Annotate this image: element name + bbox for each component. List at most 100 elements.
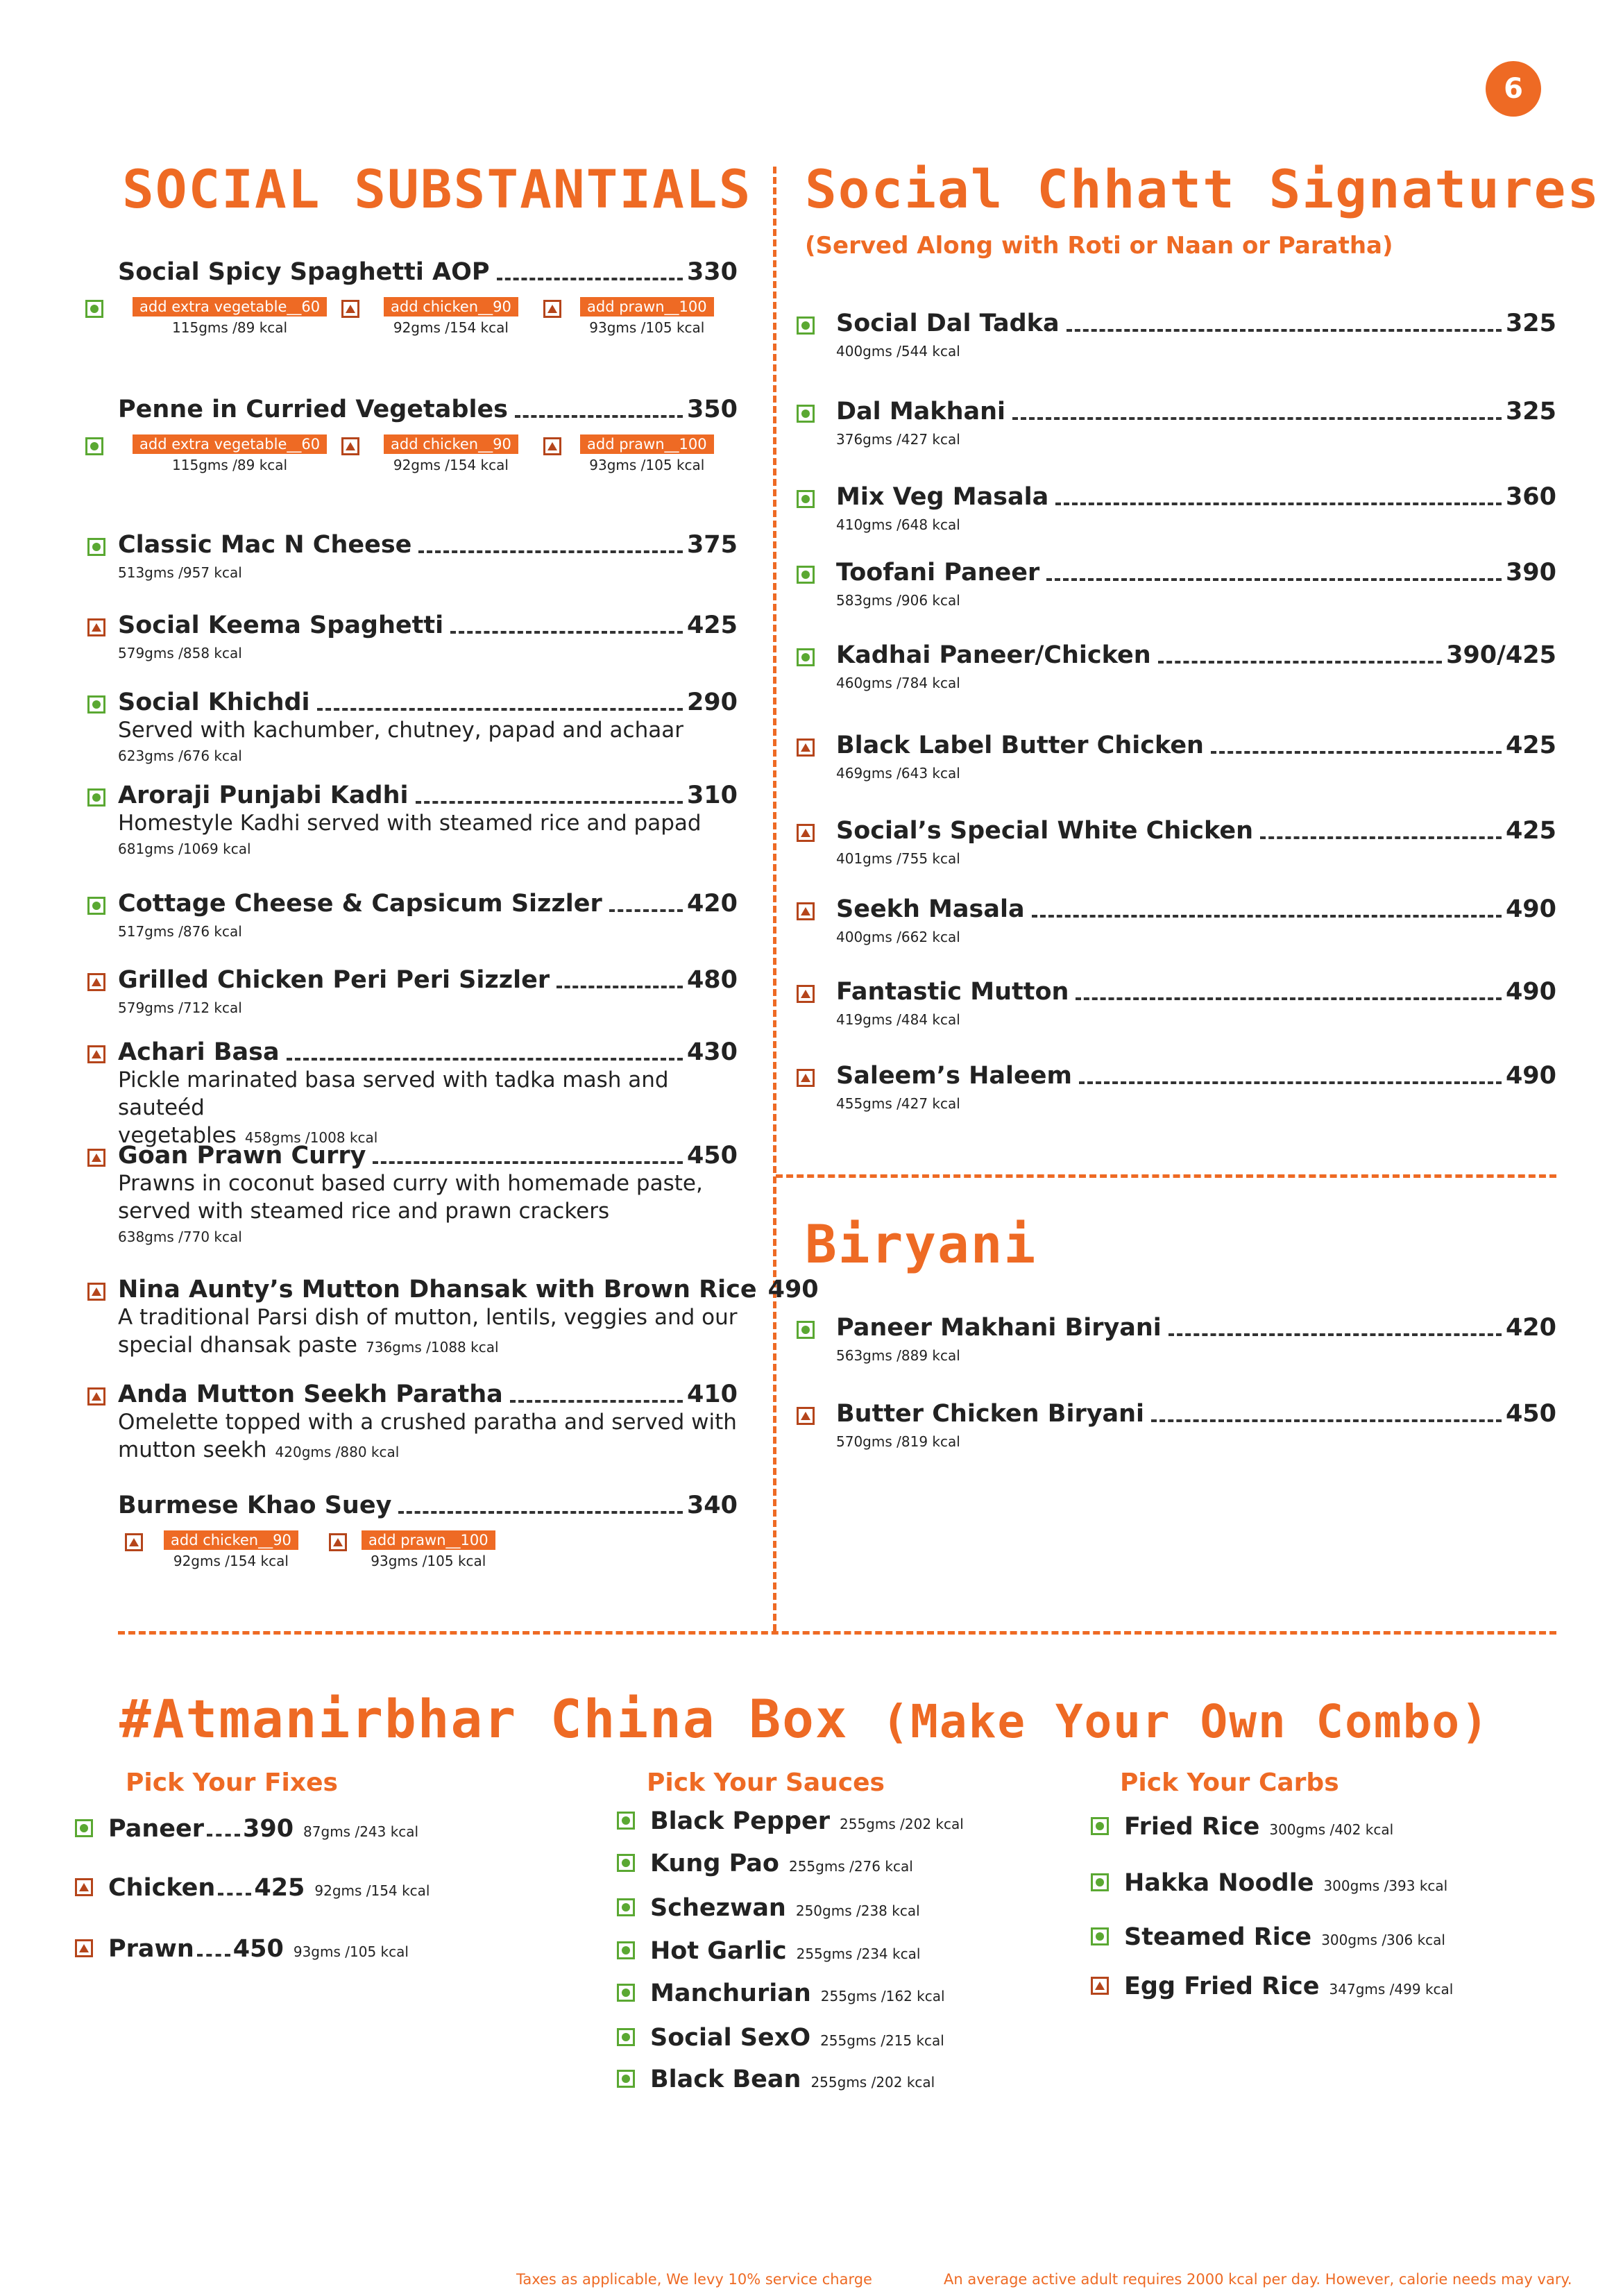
combo-item: Fried Rice 300gms /402 kcal	[1091, 1813, 1393, 1841]
veg-marker	[617, 1898, 635, 1916]
item-row: Grilled Chicken Peri Peri Sizzler 480	[118, 966, 738, 994]
divider	[773, 167, 776, 1631]
item-name: Prawn	[108, 1935, 194, 1963]
veg-marker	[617, 1854, 635, 1872]
menu-item: Social Khichdi 290 Served with kachumber, …	[87, 689, 738, 768]
item-price: 350	[686, 396, 738, 423]
page-number: 6	[1504, 73, 1523, 105]
leader	[316, 708, 683, 711]
item-name: Hakka Noodle	[1124, 1869, 1314, 1897]
menu-item: Black Label Butter Chicken 425 469gms /643…	[797, 732, 1556, 782]
menu-item: Aroraji Punjabi Kadhi 310 Homestyle Kadhi …	[87, 782, 738, 861]
item-name: Social Khichdi	[118, 689, 310, 716]
item-row: Kadhai Paneer/Chicken 390/425	[836, 641, 1556, 669]
addon: add extra vegetable__60 115gms /89 kcal	[133, 297, 328, 336]
leader	[1055, 503, 1502, 505]
item-price: 330	[686, 258, 738, 286]
item-info: 250gms /238 kcal	[795, 1902, 920, 1919]
item-info: 420gms /880 kcal	[275, 1444, 400, 1460]
column-title: Pick Your Carbs	[1120, 1769, 1339, 1797]
leader	[286, 1058, 683, 1061]
leader	[450, 631, 683, 634]
item-name: Paneer	[108, 1815, 204, 1843]
item-price: 340	[686, 1492, 738, 1519]
item-info: 563gms /889 kcal	[836, 1347, 960, 1364]
non-veg-marker	[341, 437, 359, 455]
non-veg-marker	[87, 1045, 105, 1063]
combo-item: Hot Garlic 255gms /234 kcal	[617, 1937, 920, 1965]
item-info: 400gms /662 kcal	[836, 929, 960, 945]
addon-label: add chicken__90	[164, 1530, 298, 1550]
non-veg-marker	[75, 1878, 93, 1896]
item-info: 376gms /427 kcal	[836, 431, 960, 448]
veg-marker	[1091, 1873, 1109, 1891]
item-name: Penne in Curried Vegetables	[118, 396, 509, 423]
item-info: 469gms /643 kcal	[836, 765, 960, 782]
veg-marker	[797, 1321, 815, 1339]
item-row: Achari Basa 430	[118, 1038, 738, 1066]
addon-info: 115gms /89 kcal	[172, 457, 288, 473]
item-name: Grilled Chicken Peri Peri Sizzler	[118, 966, 550, 994]
combo-item: Manchurian 255gms /162 kcal	[617, 1980, 945, 2007]
menu-item: Butter Chicken Biryani 450 570gms /819 kca…	[797, 1400, 1556, 1450]
item-info: 87gms /243 kcal	[303, 1823, 419, 1840]
veg-marker	[1091, 1927, 1109, 1945]
leader	[1031, 915, 1502, 918]
item-info: 300gms /393 kcal	[1323, 1877, 1448, 1894]
leader	[1157, 661, 1443, 664]
item-description: Homestyle Kadhi served with steamed rice…	[118, 809, 738, 861]
item-info: 623gms /676 kcal	[118, 748, 242, 764]
combo-item: Prawn 450 93gms /105 kcal	[75, 1935, 409, 1963]
veg-marker	[617, 2070, 635, 2088]
non-veg-marker	[1091, 1977, 1109, 1995]
veg-marker	[617, 2028, 635, 2046]
section-title: Social Chhatt Signatures	[805, 158, 1601, 220]
leader	[418, 550, 683, 553]
item-row: Paneer Makhani Biryani 420	[836, 1314, 1556, 1342]
footer-note: Taxes as applicable, We levy 10% service…	[516, 2271, 872, 2288]
item-price: 490	[1505, 1062, 1556, 1090]
item-row: Social Spicy Spaghetti AOP 330	[118, 258, 738, 286]
item-name: Fried Rice	[1124, 1813, 1260, 1841]
item-row: Fantastic Mutton 490	[836, 978, 1556, 1006]
combo-item: Black Pepper 255gms /202 kcal	[617, 1807, 964, 1835]
item-row: Social Keema Spaghetti 425	[118, 611, 738, 639]
veg-marker	[797, 405, 815, 423]
non-veg-marker	[329, 1533, 347, 1551]
item-name: Manchurian	[650, 1980, 811, 2007]
item-row: Seekh Masala 490	[836, 895, 1556, 923]
non-veg-marker	[341, 300, 359, 318]
item-row: Butter Chicken Biryani 450	[836, 1400, 1556, 1428]
description-line: Prawns in coconut based curry with homem…	[118, 1171, 703, 1196]
menu-item: Anda Mutton Seekh Paratha 410 Omelette top…	[87, 1381, 738, 1466]
item-row: Dal Makhani 325	[836, 398, 1556, 425]
menu-item: Goan Prawn Curry 450 Prawns in coconut bas…	[87, 1142, 738, 1249]
item-row: Saleem’s Haleem 490	[836, 1062, 1556, 1090]
item-info: 255gms /276 kcal	[788, 1858, 913, 1875]
menu-item: Kadhai Paneer/Chicken 390/425 460gms /784 …	[797, 641, 1556, 691]
menu-item: Fantastic Mutton 490 419gms /484 kcal	[797, 978, 1556, 1028]
leader	[1046, 578, 1502, 581]
item-name: Schezwan	[650, 1894, 786, 1922]
combo-item: Hakka Noodle 300gms /393 kcal	[1091, 1869, 1448, 1897]
combo-item: Black Bean 255gms /202 kcal	[617, 2066, 935, 2093]
leader	[515, 415, 683, 418]
item-name: Black Label Butter Chicken	[836, 732, 1204, 759]
leader	[1012, 417, 1502, 420]
item-name: Seekh Masala	[836, 895, 1025, 923]
menu-item: Social’s Special White Chicken 425 401gms …	[797, 817, 1556, 867]
leader	[1168, 1333, 1502, 1336]
page-number-badge: 6	[1486, 61, 1541, 117]
item-price: 375	[686, 531, 738, 559]
item-price: 390/425	[1446, 641, 1556, 669]
item-info: 400gms /544 kcal	[836, 343, 960, 360]
addon-info: 92gms /154 kcal	[393, 457, 509, 473]
item-info: 255gms /215 kcal	[820, 2032, 944, 2049]
item-info: 410gms /648 kcal	[836, 516, 960, 533]
addon: add extra vegetable__60 115gms /89 kcal	[133, 434, 328, 473]
column-title: Pick Your Fixes	[126, 1769, 338, 1797]
item-info: 570gms /819 kcal	[836, 1433, 960, 1450]
item-row: Nina Aunty’s Mutton Dhansak with Brown R…	[118, 1276, 819, 1303]
veg-marker	[85, 437, 103, 455]
